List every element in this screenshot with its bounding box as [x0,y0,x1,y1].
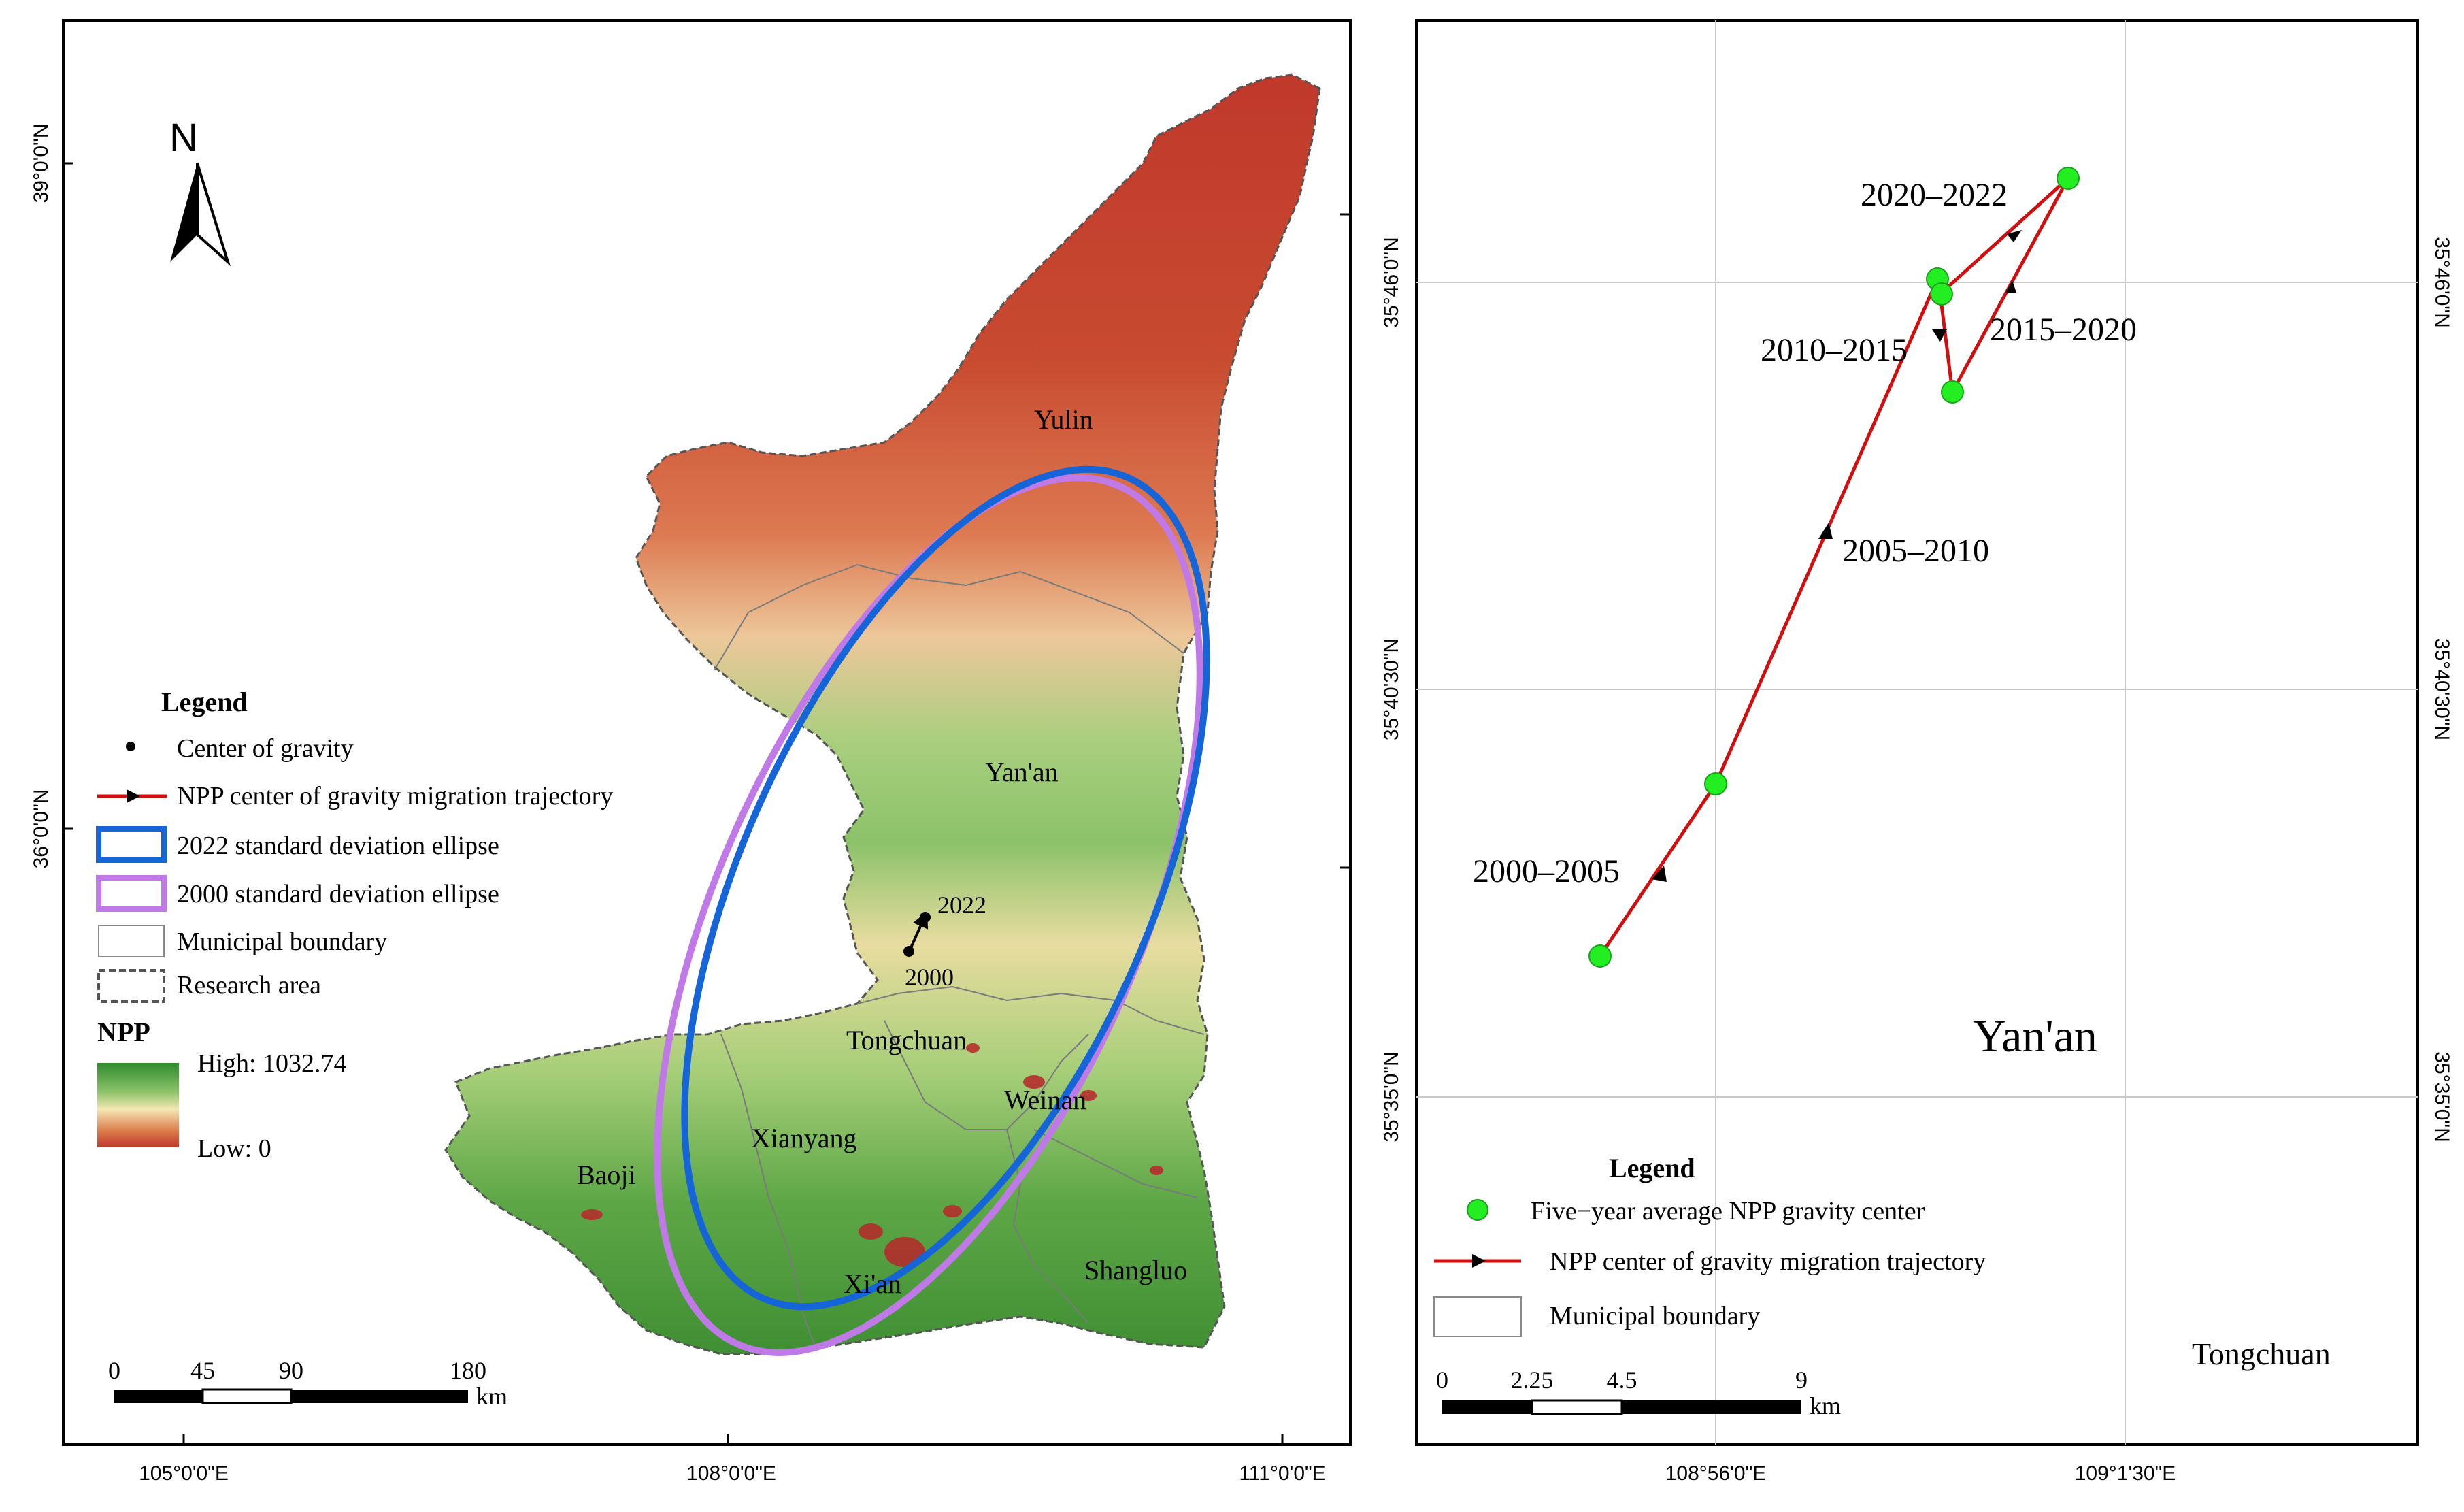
gravity-centers [1588,167,2080,968]
right-legend-title: Legend [1609,1153,1695,1183]
left-lat-label-39: 39°0'0"N [30,124,52,203]
legend-swatch-ellipse-2000 [96,875,167,912]
right-scale-bar: 0 2.25 4.5 9 km [1436,1366,1841,1419]
right-legend-swatch-center [1467,1199,1488,1221]
legend-swatch-center [126,742,135,751]
right-city-label-tongchuan: Tongchuan [2192,1336,2331,1371]
gravity-center-2020 [1941,380,1964,404]
right-legend-label-center: Five−year average NPP gravity center [1531,1197,1925,1226]
right-lon-label-1: 108°56'0"E [1665,1462,1767,1485]
right-scale-unit: km [1810,1392,1841,1419]
year-label-2022: 2022 [937,891,986,919]
year-label-2000: 2000 [905,964,954,991]
period-label-2010-2015: 2010–2015 [1761,332,1908,368]
legend-swatch-research-area [97,969,165,1003]
period-label-2005-2010: 2005–2010 [1842,533,1989,569]
left-scale-unit: km [476,1383,507,1410]
city-label-shangluo: Shangluo [1084,1255,1187,1285]
left-lon-label-105: 105°0'0"E [139,1462,229,1485]
legend-label-ellipse-2000: 2000 standard deviation ellipse [177,880,499,908]
right-map-panel: 2020–2022 2010–2015 2015–2020 2005–2010 … [1380,19,2453,1485]
left-map-frame [62,19,1352,1446]
right-city-label-yanan: Yan'an [1973,1010,2097,1062]
city-label-xianyang: Xianyang [751,1123,857,1153]
gravity-center-2022 [920,912,931,923]
right-trajectory-line [1598,177,2070,957]
city-label-xian: Xi'an [844,1268,901,1299]
left-lon-label-108: 108°0'0"E [686,1462,776,1485]
left-legend: Legend Center of gravity NPP center of g… [96,687,613,1163]
right-lat-label-left-3: 35°35'0"N [1380,1051,1403,1142]
right-legend-label-trajectory: NPP center of gravity migration trajecto… [1550,1247,1986,1276]
left-lat-label-36: 36°0'0"N [30,789,52,869]
gravity-center-2005 [1704,772,1727,795]
right-map-frame [1415,19,2419,1446]
city-label-yulin: Yulin [1034,404,1093,435]
right-graticule [1416,20,2418,1445]
left-scale-tick-90: 90 [279,1357,303,1384]
right-scale-tick-4-5: 4.5 [1607,1366,1637,1394]
period-label-2015-2020: 2015–2020 [1990,312,2137,348]
gravity-center-2000 [903,946,914,957]
right-legend: Legend Five−year average NPP gravity cen… [1433,1153,1986,1337]
right-scale-tick-2-25: 2.25 [1511,1366,1554,1394]
gravity-center-2022 [2057,167,2080,190]
right-lat-label-left-2: 35°40'30"N [1380,638,1403,740]
legend-label-municipal: Municipal boundary [177,927,387,956]
right-lat-label-left-1: 35°46'0"N [1380,237,1403,327]
left-trajectory-line [909,911,929,950]
npp-legend-title: NPP [97,1017,150,1047]
city-label-yanan: Yan'an [985,757,1059,787]
npp-colorbar [97,1063,179,1147]
north-arrow: N [169,116,231,267]
npp-low-label: Low: 0 [197,1134,271,1163]
left-lon-label-111: 111°0'0"E [1239,1462,1325,1485]
north-arrow-label: N [169,116,198,160]
legend-label-ellipse-2022: 2022 standard deviation ellipse [177,832,499,860]
left-scale-tick-180: 180 [450,1357,486,1384]
legend-label-trajectory: NPP center of gravity migration trajecto… [177,782,613,810]
legend-swatch-ellipse-2022 [96,826,167,863]
right-lat-label-right-1: 35°46'0"N [2431,237,2453,327]
city-label-weinan: Weinan [1004,1085,1086,1115]
legend-label-research-area: Research area [177,971,321,1000]
left-map-panel: 2022 2000 Yulin Yan'an Tongchuan Weinan … [30,19,1352,1485]
npp-high-label: High: 1032.74 [197,1049,347,1078]
right-lon-label-2: 109°1'30"E [2075,1462,2176,1485]
left-legend-title: Legend [161,687,248,717]
gravity-center-2000 [1588,944,1612,968]
legend-label-center: Center of gravity [177,734,354,763]
city-label-baoji: Baoji [577,1160,636,1190]
city-label-tongchuan: Tongchuan [846,1025,967,1055]
period-label-2000-2005: 2000–2005 [1473,853,1620,889]
right-scale-tick-9: 9 [1795,1366,1808,1394]
municipal-boundaries [714,563,1205,1351]
left-scale-tick-0: 0 [108,1357,120,1384]
trajectory-arrows [1652,230,2022,882]
period-label-2020-2022: 2020–2022 [1861,177,2008,213]
left-scale-tick-45: 45 [190,1357,215,1384]
right-scale-tick-0: 0 [1436,1366,1448,1394]
right-legend-label-municipal: Municipal boundary [1550,1302,1760,1330]
right-lat-label-right-3: 35°35'0"N [2431,1051,2453,1142]
left-scale-bar: 0 45 90 180 km [108,1357,507,1410]
ellipse-2022 [681,465,1210,1311]
right-lat-label-right-2: 35°40'30"N [2431,638,2453,740]
gravity-center-2015 [1930,282,1953,306]
right-legend-swatch-municipal [1433,1296,1522,1337]
legend-swatch-municipal [98,925,165,957]
